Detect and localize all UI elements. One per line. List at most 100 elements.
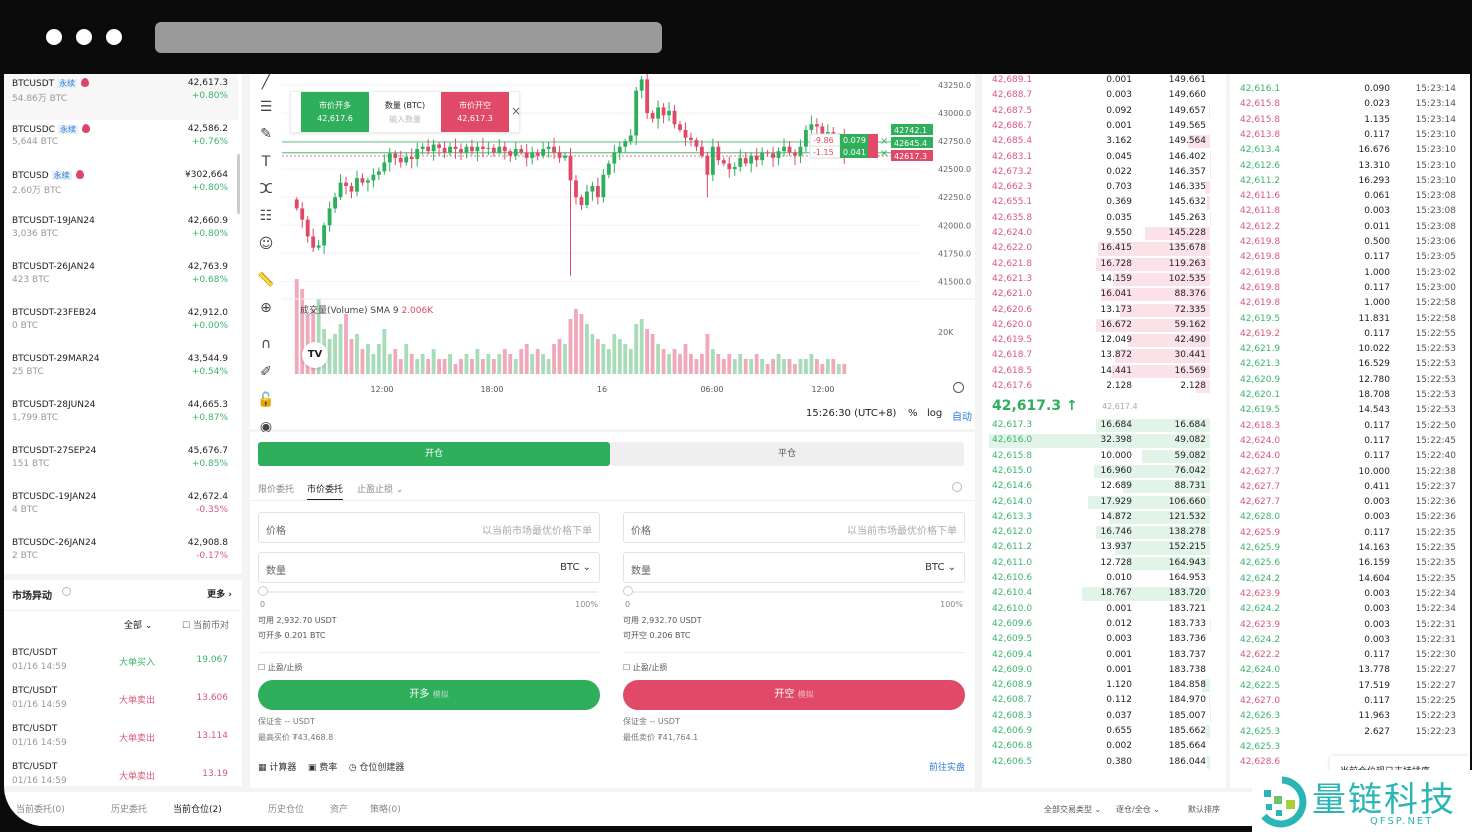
market-row[interactable]: BTCUSDT-27SEP24 151 BTC 45,676.7 +0.85% [4,442,238,488]
lock-drawing-icon[interactable]: ✐ [260,364,272,380]
bottom-tab[interactable]: 策略(0) [370,805,401,815]
window-dot-1[interactable] [46,29,62,45]
orderbook-row[interactable]: 42,609.5 0.003 183.736 [982,632,1220,647]
bottom-tab[interactable]: 当前仓位(2) [173,805,222,815]
market-row[interactable]: BTCUSDT-28JUN24 1,799 BTC 44,665.3 +0.87… [4,396,238,442]
market-row[interactable]: BTCUSDC 永续 5,644 BTC 42,586.2 +0.76% [4,120,238,166]
orderbook-row[interactable]: 42,609.0 0.001 183.738 [982,663,1220,678]
short-qty-field[interactable]: 数量 BTC ⌄ [623,552,965,583]
market-row[interactable]: BTCUSDT-26JAN24 423 BTC 42,763.9 +0.68% [4,258,238,304]
window-dot-3[interactable] [106,29,122,45]
orderbook-row[interactable]: 42,673.2 0.022 146.357 [982,165,1220,180]
reverse-position-button[interactable] [868,146,878,158]
address-bar[interactable] [155,22,662,53]
auto-scale-toggle[interactable]: 自动 [952,412,972,423]
orderbook-row[interactable]: 42,608.3 0.037 185.007 [982,709,1220,724]
slider-handle[interactable] [258,586,268,596]
text-icon[interactable]: T [261,154,271,170]
orderbook-row[interactable]: 42,617.3 16.684 16.684 [982,418,1220,433]
window-dot-2[interactable] [76,29,92,45]
bottom-tab[interactable]: 当前委托(0) [16,805,65,815]
orderbook-row[interactable]: 42,635.8 0.035 145.263 [982,211,1220,226]
orderbook-row[interactable]: 42,624.0 9.550 145.228 [982,226,1220,241]
movers-more-link[interactable]: 更多 › [207,590,232,600]
position-builder-button[interactable]: ◷ 仓位创建器 [348,763,405,773]
log-scale-toggle[interactable]: log [927,408,943,419]
tradingview-logo[interactable]: TV [302,342,328,368]
pattern-icon[interactable]: ⵋ [259,181,273,197]
bottom-tab[interactable]: 历史委托 [111,805,148,815]
orderbook-row[interactable]: 42,688.7 0.003 149.660 [982,88,1220,103]
close-position-icon[interactable]: × [880,148,888,159]
market-long-button[interactable]: 市价开多 42,617.6 [301,92,369,132]
long-tpsl-checkbox[interactable]: ☐ 止盈/止损 [258,663,303,672]
market-short-button[interactable]: 市价开空 42,617.3 [441,92,509,132]
mover-item[interactable]: BTC/USDT 01/16 14:59 大单买入 19.067 [4,644,238,682]
bottom-tab[interactable]: 历史仓位 [268,805,305,815]
bottom-filter[interactable]: 逐仓/全仓 ⌄ [1116,805,1160,814]
market-row[interactable]: BTCUSDC-26JAN24 2 BTC 42,908.8 -0.17% [4,534,238,580]
orderbook-row[interactable]: 42,615.8 10.000 59.082 [982,449,1220,464]
bottom-tab[interactable]: 资产 [330,805,349,815]
mover-item[interactable]: BTC/USDT 01/16 14:59 大单卖出 13.606 [4,682,238,720]
open-position-tab[interactable]: 开仓 [258,442,610,466]
price-chart[interactable]: 43250.0 43000.0 42750.0 42500.0 42250.0 42000… [282,74,975,429]
movers-filter-dropdown[interactable]: 全部 ⌄ [124,621,153,631]
quick-qty-field[interactable]: 数量 (BTC) 输入数量 [371,100,439,125]
orderbook-row[interactable]: 42,655.1 0.369 145.632 [982,195,1220,210]
orderbook-row[interactable]: 42,609.4 0.001 183.737 [982,648,1220,663]
horizontal-lines-icon[interactable]: ☰ [259,99,273,115]
market-row[interactable]: BTCUSDT 永续 54.86万 BTC 42,617.3 +0.80% [4,74,238,120]
fee-rate-button[interactable]: ▣ 费率 [307,763,338,773]
close-position-tab[interactable]: 平仓 [610,442,964,466]
fib-icon[interactable]: ☷ [259,208,273,224]
orderbook-row[interactable]: 42,683.1 0.045 146.402 [982,150,1220,165]
percent-scale-toggle[interactable]: % [908,408,918,419]
eye-icon[interactable]: ◉ [259,419,273,435]
reverse-position-button[interactable] [868,134,878,146]
orderbook-row[interactable]: 42,689.1 0.001 149.661 [982,74,1220,88]
go-live-link[interactable]: 前往实盘 [928,763,965,773]
close-icon[interactable]: × [511,104,522,118]
orderbook-row[interactable]: 42,685.4 3.162 149.564 [982,134,1220,149]
orderbook-row[interactable]: 42,613.3 14.872 121.532 [982,510,1220,525]
orderbook-row[interactable]: 42,622.0 16.415 135.678 [982,241,1220,256]
orderbook-row[interactable]: 42,618.7 13.872 30.441 [982,348,1220,363]
market-row[interactable]: BTCUSDT-23FEB24 0 BTC 42,912.0 +0.00% [4,304,238,350]
orderbook-row[interactable]: 42,611.0 12.728 164.943 [982,556,1220,571]
orderbook-row[interactable]: 42,618.5 14.441 16.569 [982,364,1220,379]
line-tool-icon[interactable]: ╱ [261,74,271,90]
market-row[interactable]: BTCUSD 永续 2.60万 BTC ¥302,664 +0.80% [4,166,238,212]
orderbook-row[interactable]: 42,621.0 16.041 88.376 [982,287,1220,302]
orderbook-row[interactable]: 42,620.0 16.672 59.162 [982,318,1220,333]
lock-icon[interactable]: 🔓 [257,392,275,408]
market-list-scrollbar[interactable] [237,154,240,214]
orderbook-row[interactable]: 42,609.6 0.012 183.733 [982,617,1220,632]
calculator-button[interactable]: ▦ 计算器 [258,763,297,773]
zoom-in-icon[interactable]: ⊕ [260,300,272,316]
orderbook-row[interactable]: 42,621.3 14.159 102.535 [982,272,1220,287]
orderbook-row[interactable]: 42,608.9 1.120 184.858 [982,678,1220,693]
brush-icon[interactable]: ✎ [260,126,272,142]
orderbook-row[interactable]: 42,614.0 17.929 106.660 [982,495,1220,510]
market-row[interactable]: BTCUSDT-29MAR24 25 BTC 43,544.9 +0.54% [4,350,238,396]
market-order-tab[interactable]: 市价委托 [307,482,344,501]
orderbook-row[interactable]: 42,606.5 0.380 186.044 [982,755,1220,770]
orderbook-row[interactable]: 42,606.8 0.002 185.664 [982,739,1220,754]
long-submit-button[interactable]: 开多 模拟 [258,680,600,710]
orderbook-row[interactable]: 42,620.6 13.173 72.335 [982,303,1220,318]
orderbook-row[interactable]: 42,619.5 12.049 42.490 [982,333,1220,348]
market-row[interactable]: BTCUSDC-19JAN24 4 BTC 42,672.4 -0.35% [4,488,238,534]
emoji-icon[interactable]: ☺ [258,236,274,252]
mover-item[interactable]: BTC/USDT 01/16 14:59 大单卖出 13.19 [4,758,238,796]
long-qty-field[interactable]: 数量 BTC ⌄ [258,552,600,583]
slider-handle[interactable] [623,586,633,596]
long-price-field[interactable]: 价格 以当前市场最优价格下单 [258,512,600,543]
orderbook-row[interactable]: 42,610.0 0.001 183.721 [982,602,1220,617]
short-tpsl-checkbox[interactable]: ☐ 止盈/止损 [623,663,668,672]
long-qty-slider[interactable] [260,591,598,593]
short-qty-slider[interactable] [625,591,963,593]
short-price-field[interactable]: 价格 以当前市场最优价格下单 [623,512,965,543]
mover-item[interactable]: BTC/USDT 01/16 14:59 大单卖出 13.114 [4,720,238,758]
help-icon[interactable] [62,587,71,596]
